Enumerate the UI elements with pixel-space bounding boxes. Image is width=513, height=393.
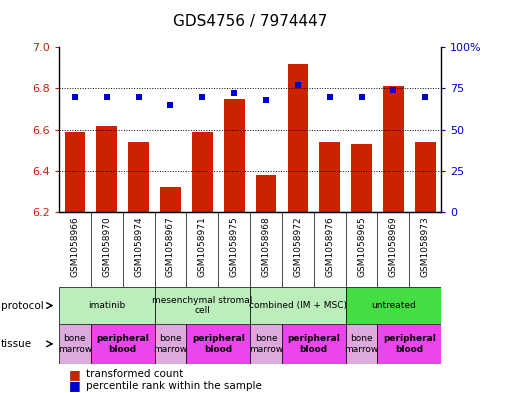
- Bar: [65, 132, 85, 212]
- Bar: [351, 144, 372, 212]
- Bar: [282, 324, 346, 364]
- Bar: [346, 324, 378, 364]
- Text: GSM1058967: GSM1058967: [166, 216, 175, 277]
- Text: GSM1058976: GSM1058976: [325, 216, 334, 277]
- Point: [103, 94, 111, 100]
- Text: untreated: untreated: [371, 301, 416, 310]
- Bar: [154, 324, 186, 364]
- Bar: [96, 126, 117, 212]
- Text: imatinib: imatinib: [88, 301, 125, 310]
- Text: GSM1058973: GSM1058973: [421, 216, 430, 277]
- Bar: [255, 175, 277, 212]
- Text: GSM1058975: GSM1058975: [230, 216, 239, 277]
- Text: GSM1058968: GSM1058968: [262, 216, 270, 277]
- Point: [71, 94, 79, 100]
- Bar: [59, 287, 154, 324]
- Text: GDS4756 / 7974447: GDS4756 / 7974447: [173, 14, 327, 29]
- Bar: [378, 324, 441, 364]
- Point: [389, 87, 398, 93]
- Text: ■: ■: [69, 379, 81, 393]
- Bar: [154, 287, 250, 324]
- Text: bone
marrow: bone marrow: [249, 334, 283, 354]
- Text: GSM1058974: GSM1058974: [134, 216, 143, 277]
- Text: peripheral
blood: peripheral blood: [287, 334, 340, 354]
- Bar: [59, 324, 91, 364]
- Text: percentile rank within the sample: percentile rank within the sample: [86, 381, 262, 391]
- Text: GSM1058970: GSM1058970: [102, 216, 111, 277]
- Bar: [128, 142, 149, 212]
- Text: GSM1058972: GSM1058972: [293, 216, 302, 277]
- Text: protocol: protocol: [1, 301, 43, 310]
- Text: GSM1058965: GSM1058965: [357, 216, 366, 277]
- Bar: [250, 287, 346, 324]
- Text: combined (IM + MSC): combined (IM + MSC): [249, 301, 347, 310]
- Point: [358, 94, 366, 100]
- Bar: [250, 324, 282, 364]
- Text: bone
marrow: bone marrow: [58, 334, 92, 354]
- Text: bone
marrow: bone marrow: [344, 334, 379, 354]
- Bar: [91, 324, 154, 364]
- Point: [166, 102, 174, 108]
- Text: GSM1058969: GSM1058969: [389, 216, 398, 277]
- Text: ■: ■: [69, 367, 81, 381]
- Bar: [192, 132, 213, 212]
- Point: [262, 97, 270, 103]
- Text: peripheral
blood: peripheral blood: [383, 334, 436, 354]
- Bar: [320, 142, 340, 212]
- Bar: [287, 64, 308, 212]
- Text: mesenchymal stromal
cell: mesenchymal stromal cell: [152, 296, 252, 315]
- Point: [230, 90, 238, 97]
- Bar: [186, 324, 250, 364]
- Bar: [160, 187, 181, 212]
- Bar: [224, 99, 245, 212]
- Point: [421, 94, 429, 100]
- Point: [326, 94, 334, 100]
- Point: [294, 82, 302, 88]
- Bar: [346, 287, 441, 324]
- Text: peripheral
blood: peripheral blood: [96, 334, 149, 354]
- Bar: [383, 86, 404, 212]
- Text: bone
marrow: bone marrow: [153, 334, 188, 354]
- Text: transformed count: transformed count: [86, 369, 183, 379]
- Bar: [415, 142, 436, 212]
- Text: peripheral
blood: peripheral blood: [192, 334, 245, 354]
- Text: tissue: tissue: [1, 339, 32, 349]
- Text: GSM1058971: GSM1058971: [198, 216, 207, 277]
- Point: [198, 94, 206, 100]
- Text: GSM1058966: GSM1058966: [70, 216, 80, 277]
- Point: [134, 94, 143, 100]
